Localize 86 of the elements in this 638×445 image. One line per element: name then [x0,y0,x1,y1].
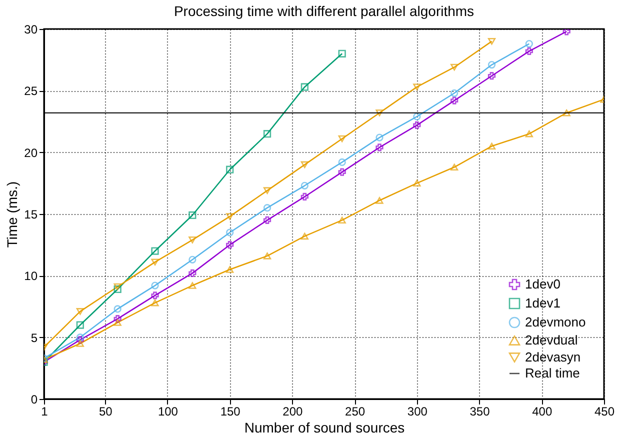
x-tick-label: 200 [282,404,304,418]
legend-label: 1dev1 [525,296,560,310]
point [300,83,308,91]
point [376,197,384,204]
y-tick-label: 5 [30,330,38,345]
point [76,308,84,315]
point [488,142,496,150]
y-tick-label: 0 [30,392,38,406]
x-tick-label: 1 [41,404,48,418]
point [488,60,496,69]
y-axis-title: Time (ms.) [4,181,20,248]
point [151,282,159,290]
x-tick-label: 50 [98,404,113,418]
point [376,144,384,152]
point [413,112,421,120]
point [300,161,308,168]
point [188,282,196,289]
point [226,166,234,174]
point [376,134,384,142]
point [114,305,122,313]
point [226,266,234,273]
point [151,299,159,306]
point [263,187,272,194]
y-tick-label: 20 [24,146,38,160]
point [413,121,421,130]
point [488,72,496,80]
point [300,182,308,190]
point [300,192,308,201]
y-tick-label: 30 [24,22,38,36]
point [338,135,346,142]
point [226,228,234,236]
point [76,340,84,347]
point [450,164,458,171]
x-tick-label: 100 [158,404,178,418]
chart-title: Processing time with different parallel algorithms [174,3,474,19]
point [413,180,421,187]
point [114,283,122,290]
point [413,84,421,90]
point [450,64,458,71]
point [263,130,272,138]
legend-label: 1dev0 [525,276,560,292]
x-tick-label: 300 [407,404,428,418]
point [338,50,346,58]
point [188,211,196,220]
point [151,258,159,266]
point [263,204,272,212]
x-tick-label: 400 [532,404,552,418]
x-tick-label: 150 [220,404,241,418]
point [376,109,384,116]
legend-label: 2devmono [525,314,586,330]
point [226,213,234,220]
point [188,269,196,278]
point [188,256,196,264]
point [114,285,122,294]
y-tick-label: 25 [24,84,38,98]
point [562,29,570,36]
point [151,292,159,300]
point [338,216,346,224]
point [76,321,84,329]
point [114,319,122,326]
x-tick-label: 450 [594,404,615,418]
legend-label: Real time [525,366,580,380]
legend-label: 2devasyn [525,350,581,364]
y-tick-label: 15 [24,208,38,222]
point [338,168,346,176]
x-tick-label: 350 [470,404,490,418]
point [151,247,159,255]
point [562,109,570,116]
point [226,241,234,249]
point [338,158,346,166]
point [450,96,458,104]
point [263,252,272,260]
x-tick-label: 250 [345,404,366,418]
y-tick-label: 10 [24,269,38,284]
point [525,130,533,138]
point [263,216,272,224]
point [76,336,84,344]
point [300,232,308,240]
point [488,38,496,45]
x-axis-title: Number of sound sources [244,420,405,436]
point [450,89,458,97]
point [114,315,122,323]
legend-label: 2devdual [525,332,578,348]
point [525,47,533,56]
point [188,236,196,244]
point [76,334,84,342]
